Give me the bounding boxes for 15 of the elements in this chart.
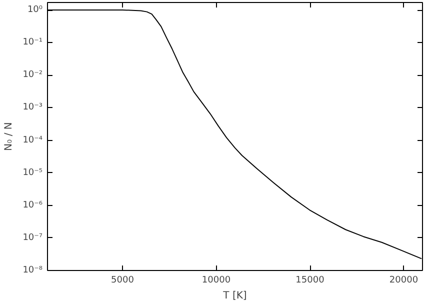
x-axis-title: T [K] bbox=[222, 290, 247, 302]
y-tick-label: 10⁻⁸ bbox=[22, 266, 43, 276]
x-tick-label: 15000 bbox=[296, 276, 325, 286]
y-tick-label: 10⁻² bbox=[22, 70, 43, 80]
y-tick-label: 10⁻⁶ bbox=[22, 200, 43, 210]
y-tick-label: 10⁻⁴ bbox=[22, 135, 43, 146]
y-tick-label: 10⁰ bbox=[27, 5, 43, 16]
y-tick-label: 10⁻⁵ bbox=[22, 168, 43, 178]
y-tick-label: 10⁻³ bbox=[22, 102, 43, 113]
y-tick-label: 10⁻¹ bbox=[22, 38, 43, 48]
y-axis-title: N₀ / N bbox=[4, 122, 15, 151]
x-tick-label: 20000 bbox=[389, 276, 418, 286]
x-tick-label: 5000 bbox=[111, 276, 134, 286]
x-tick-label: 10000 bbox=[202, 276, 231, 286]
y-tick-label: 10⁻⁷ bbox=[22, 232, 43, 243]
